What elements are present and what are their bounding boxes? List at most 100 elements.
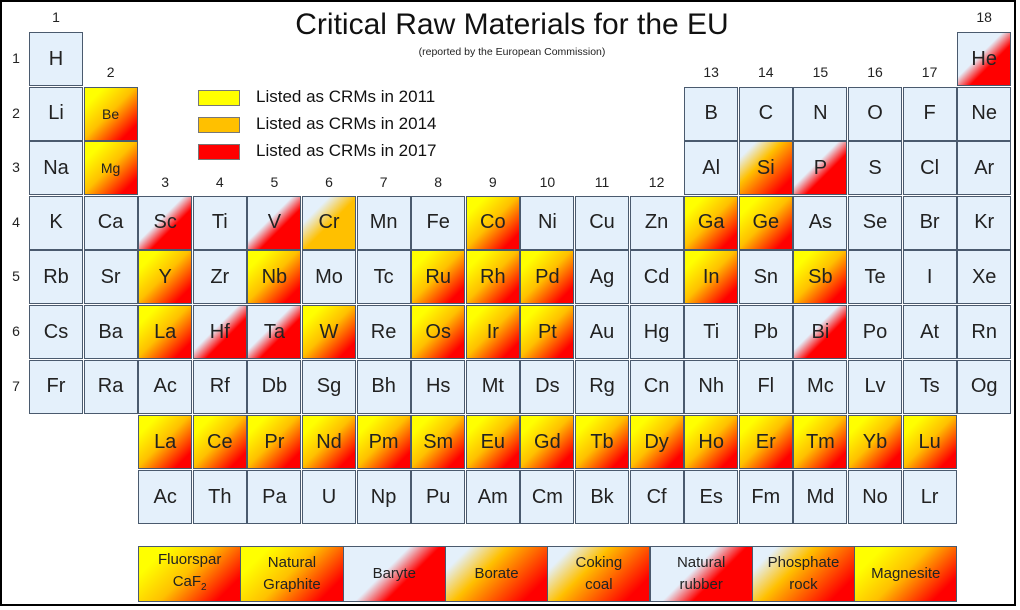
- element-cell-rb-p5: Rb: [29, 250, 83, 305]
- mineral-label-line2: rubber: [679, 576, 723, 593]
- period-number-6: 6: [12, 323, 20, 339]
- element-cell-sb-p5: Sb: [793, 250, 848, 305]
- lanthanide-cell-ce: Ce: [192, 415, 247, 469]
- period-number-2: 2: [12, 104, 20, 121]
- group-number-4: 4: [215, 174, 224, 190]
- element-cell-kr-p4: Kr: [957, 195, 1012, 250]
- lanthanide-cell-pm: Pm: [356, 415, 411, 469]
- element-cell-zr-p5: Zr: [192, 250, 247, 305]
- actinide-cell-fm: Fm: [738, 470, 793, 524]
- lanthanide-cell-la: La: [138, 415, 193, 469]
- element-cell-al-p3: Al: [684, 141, 739, 196]
- element-cell-db-p7: Db: [247, 359, 302, 414]
- element-cell-sn-p5: Sn: [738, 250, 793, 305]
- element-cell-v-p4: V: [247, 195, 302, 250]
- mineral-label-line2: CaF2: [172, 573, 207, 593]
- element-cell-cn-p7: Cn: [629, 359, 684, 414]
- element-cell-si-p3: Si: [738, 141, 793, 196]
- element-cell-ti-p4: Ti: [192, 195, 247, 250]
- element-cell-sg-p7: Sg: [302, 359, 356, 414]
- element-cell-hf-p6: Hf: [192, 305, 247, 359]
- legend-swatch-2011: [198, 90, 240, 106]
- element-cell-ga-p4: Ga: [684, 195, 739, 250]
- lanthanide-cell-sm: Sm: [411, 415, 466, 469]
- element-cell-la-p6: La: [138, 305, 193, 359]
- element-cell-li-p2: Li: [29, 86, 83, 141]
- mineral-cell-magnesite: Magnesite: [854, 546, 958, 602]
- mineral-label-line1: Phosphate: [767, 554, 840, 571]
- period-number-5: 5: [12, 268, 20, 285]
- mineral-label-line1: Borate: [474, 565, 519, 582]
- element-cell-mg-p3: Mg: [83, 141, 138, 196]
- legend-label-2014: Listed as CRMs in 2014: [256, 114, 437, 133]
- group-number-7: 7: [379, 174, 388, 190]
- chart-title: Critical Raw Materials for the EU: [295, 8, 729, 41]
- group-number-15: 15: [812, 64, 829, 80]
- element-cell-ts-p7: Ts: [902, 359, 957, 414]
- group-number-17: 17: [921, 64, 938, 80]
- element-cell-ne-p2: Ne: [957, 86, 1012, 141]
- element-cell-n-p2: N: [793, 86, 848, 141]
- mineral-cell-natural-rubber: Natural rubber: [649, 546, 753, 602]
- element-cell-ni-p4: Ni: [520, 195, 575, 250]
- element-cell-he-p1: He: [957, 32, 1012, 86]
- element-cell-f-p2: F: [902, 86, 957, 141]
- actinide-cell-pa: Pa: [247, 470, 302, 524]
- group-number-8: 8: [434, 174, 443, 190]
- actinide-cell-no: No: [848, 470, 902, 524]
- mineral-label-line1: Baryte: [372, 565, 416, 582]
- element-cell-w-p6: W: [302, 305, 356, 359]
- actinide-cell-np: Np: [356, 470, 411, 524]
- chart-subtitle: (reported by the European Commission): [418, 46, 606, 58]
- element-cell-cu-p4: Cu: [575, 195, 629, 250]
- element-cell-sc-p4: Sc: [138, 195, 193, 250]
- group-number-1: 1: [52, 9, 60, 25]
- element-cell-be-p2: Be: [83, 86, 138, 141]
- element-cell-pt-p6: Pt: [520, 305, 575, 359]
- period-number-1: 1: [12, 50, 20, 66]
- actinide-cell-cf: Cf: [629, 470, 684, 524]
- element-cell-lv-p7: Lv: [848, 359, 902, 414]
- element-cell-br-p4: Br: [902, 195, 957, 250]
- element-cell-p-p3: P: [793, 141, 848, 196]
- element-cell-ti-p6: Ti: [684, 305, 739, 359]
- actinide-cell-cm: Cm: [520, 470, 575, 524]
- element-cell-h-p1: H: [29, 32, 83, 86]
- element-cell-i-p5: I: [902, 250, 957, 305]
- group-number-5: 5: [270, 174, 279, 190]
- actinide-cell-bk: Bk: [575, 470, 629, 524]
- mineral-label-line1: Magnesite: [871, 565, 941, 582]
- actinide-cell-es: Es: [684, 470, 739, 524]
- element-cell-ba-p6: Ba: [83, 305, 138, 359]
- element-cell-as-p4: As: [793, 195, 848, 250]
- actinide-cell-lr: Lr: [902, 470, 957, 524]
- element-cell-po-p6: Po: [848, 305, 902, 359]
- element-cell-ds-p7: Ds: [520, 359, 575, 414]
- element-cell-in-p5: In: [684, 250, 739, 305]
- lanthanide-cell-eu: Eu: [465, 415, 520, 469]
- mineral-cell-coking-coal: Coking coal: [547, 546, 651, 602]
- element-cell-ir-p6: Ir: [465, 305, 520, 359]
- lanthanide-cell-pr: Pr: [247, 415, 302, 469]
- mineral-cell-baryte: Baryte: [342, 546, 446, 602]
- actinide-cell-pu: Pu: [411, 470, 466, 524]
- legend-label-2011: Listed as CRMs in 2011: [256, 87, 436, 106]
- mineral-label-line1: Natural: [676, 554, 726, 571]
- legend-label-2017: Listed as CRMs in 2017: [256, 141, 437, 160]
- element-cell-rn-p6: Rn: [957, 305, 1012, 359]
- element-cell-o-p2: O: [848, 86, 902, 141]
- actinide-cell-u: U: [302, 470, 356, 524]
- element-cell-pd-p5: Pd: [520, 250, 575, 305]
- element-cell-cr-p4: Cr: [302, 195, 356, 250]
- element-cell-fr-p7: Fr: [29, 359, 83, 414]
- lanthanide-cell-lu: Lu: [902, 415, 957, 469]
- lanthanide-cell-ho: Ho: [684, 415, 739, 469]
- mineral-label-line2: rock: [789, 576, 818, 593]
- group-number-2: 2: [106, 64, 115, 80]
- mineral-label-line1: Fluorspar: [157, 551, 222, 568]
- element-cell-ra-p7: Ra: [83, 359, 138, 414]
- group-number-14: 14: [758, 64, 774, 80]
- element-cell-rg-p7: Rg: [575, 359, 629, 414]
- mineral-label-subscript: 2: [201, 582, 207, 593]
